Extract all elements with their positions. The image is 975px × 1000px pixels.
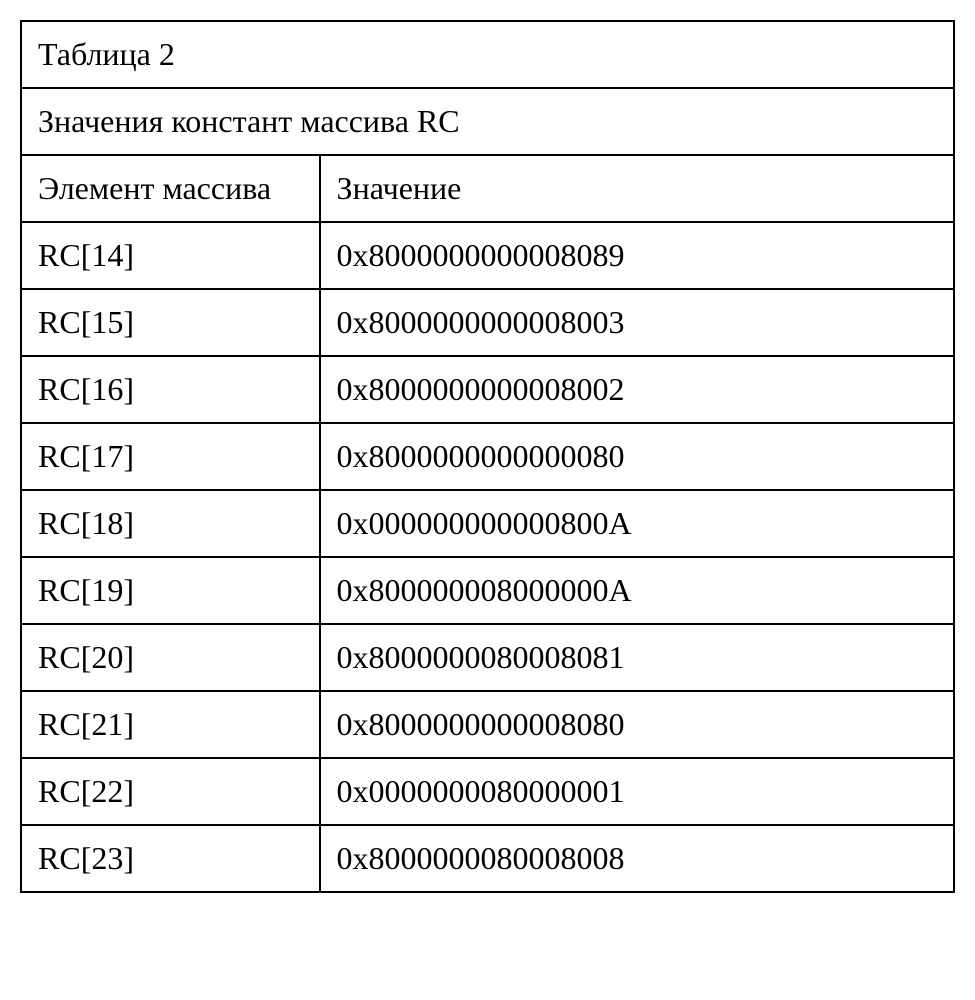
table-row: RC[15] 0x8000000000008003 [21, 289, 954, 356]
table-cell-element: RC[23] [21, 825, 320, 892]
table-cell-value: 0x8000000000008003 [320, 289, 954, 356]
table-header-col1: Элемент массива [21, 155, 320, 222]
table-row: RC[21] 0x8000000000008080 [21, 691, 954, 758]
table-cell-value: 0x800000008000000A [320, 557, 954, 624]
table-row: RC[19] 0x800000008000000A [21, 557, 954, 624]
table-row: RC[18] 0x000000000000800A [21, 490, 954, 557]
table-row: RC[17] 0x8000000000000080 [21, 423, 954, 490]
table-cell-value: 0x8000000080008008 [320, 825, 954, 892]
table-cell-element: RC[16] [21, 356, 320, 423]
table-row: RC[16] 0x8000000000008002 [21, 356, 954, 423]
table-cell-element: RC[17] [21, 423, 320, 490]
table-title-row: Таблица 2 [21, 21, 954, 88]
table-row: RC[22] 0x0000000080000001 [21, 758, 954, 825]
table-cell-element: RC[21] [21, 691, 320, 758]
table-cell-element: RC[18] [21, 490, 320, 557]
table-cell-element: RC[15] [21, 289, 320, 356]
table-row: RC[14] 0x8000000000008089 [21, 222, 954, 289]
table-cell-value: 0x000000000000800A [320, 490, 954, 557]
table-cell-value: 0x8000000080008081 [320, 624, 954, 691]
table-cell-value: 0x8000000000008080 [320, 691, 954, 758]
table-cell-element: RC[22] [21, 758, 320, 825]
table-header-row: Элемент массива Значение [21, 155, 954, 222]
table-subtitle-row: Значения констант массива RC [21, 88, 954, 155]
table-cell-value: 0x8000000000008002 [320, 356, 954, 423]
table-cell-value: 0x0000000080000001 [320, 758, 954, 825]
table-cell-element: RC[19] [21, 557, 320, 624]
rc-constants-table: Таблица 2 Значения констант массива RC Э… [20, 20, 955, 893]
table-row: RC[23] 0x8000000080008008 [21, 825, 954, 892]
table-header-col2: Значение [320, 155, 954, 222]
table-cell-element: RC[20] [21, 624, 320, 691]
table-title-cell: Таблица 2 [21, 21, 954, 88]
table-subtitle-cell: Значения констант массива RC [21, 88, 954, 155]
table-cell-value: 0x8000000000008089 [320, 222, 954, 289]
table-cell-element: RC[14] [21, 222, 320, 289]
table-cell-value: 0x8000000000000080 [320, 423, 954, 490]
table-row: RC[20] 0x8000000080008081 [21, 624, 954, 691]
